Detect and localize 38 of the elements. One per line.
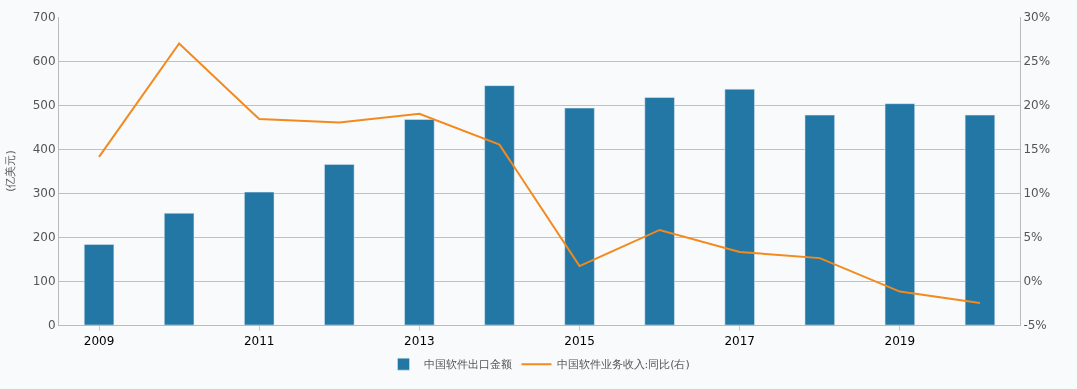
bar: [244, 191, 275, 325]
y-tick-label: 600: [32, 54, 56, 69]
x-tick-label: 2019: [884, 334, 916, 349]
y2-tick-label: 0%: [1023, 274, 1043, 289]
bar: [404, 119, 435, 325]
y2-tick-label: 25%: [1023, 54, 1051, 69]
legend-label: 中国软件出口金额: [423, 358, 512, 372]
x-tick-label: 2011: [243, 334, 275, 349]
y2-tick-label: -5%: [1023, 318, 1047, 333]
y-tick-label: 100: [32, 274, 56, 289]
y-tick-label: 0: [47, 318, 56, 333]
bar: [884, 103, 915, 325]
x-tick-label: 2017: [724, 334, 755, 349]
y-tick-label: 300: [32, 186, 56, 201]
bar: [484, 85, 515, 325]
x-tick-label: 2009: [83, 334, 115, 349]
bar: [724, 88, 755, 325]
bar: [964, 114, 996, 325]
x-tick-label: 2015: [564, 334, 595, 349]
x-tick-label: 2013: [404, 334, 435, 349]
bar: [644, 97, 675, 325]
y2-tick-label: 20%: [1023, 98, 1051, 113]
bar: [164, 212, 195, 325]
y2-tick-label: 10%: [1023, 186, 1051, 201]
y-tick-label: 200: [32, 230, 56, 245]
y2-tick-label: 15%: [1023, 142, 1051, 157]
legend-label: 中国软件业务收入:同比(右): [556, 358, 690, 372]
y-tick-label: 400: [32, 142, 56, 157]
line-series: [98, 42, 981, 304]
y-tick-label: 500: [32, 98, 56, 113]
bar: [83, 244, 115, 325]
y-tick-label: 700: [32, 10, 56, 25]
bar: [324, 164, 355, 325]
y-axis-title: (亿美元): [4, 150, 18, 192]
y2-tick-label: 30%: [1023, 10, 1051, 25]
bar: [804, 114, 835, 325]
bar: [564, 107, 595, 325]
y2-tick-label: 5%: [1023, 230, 1043, 245]
